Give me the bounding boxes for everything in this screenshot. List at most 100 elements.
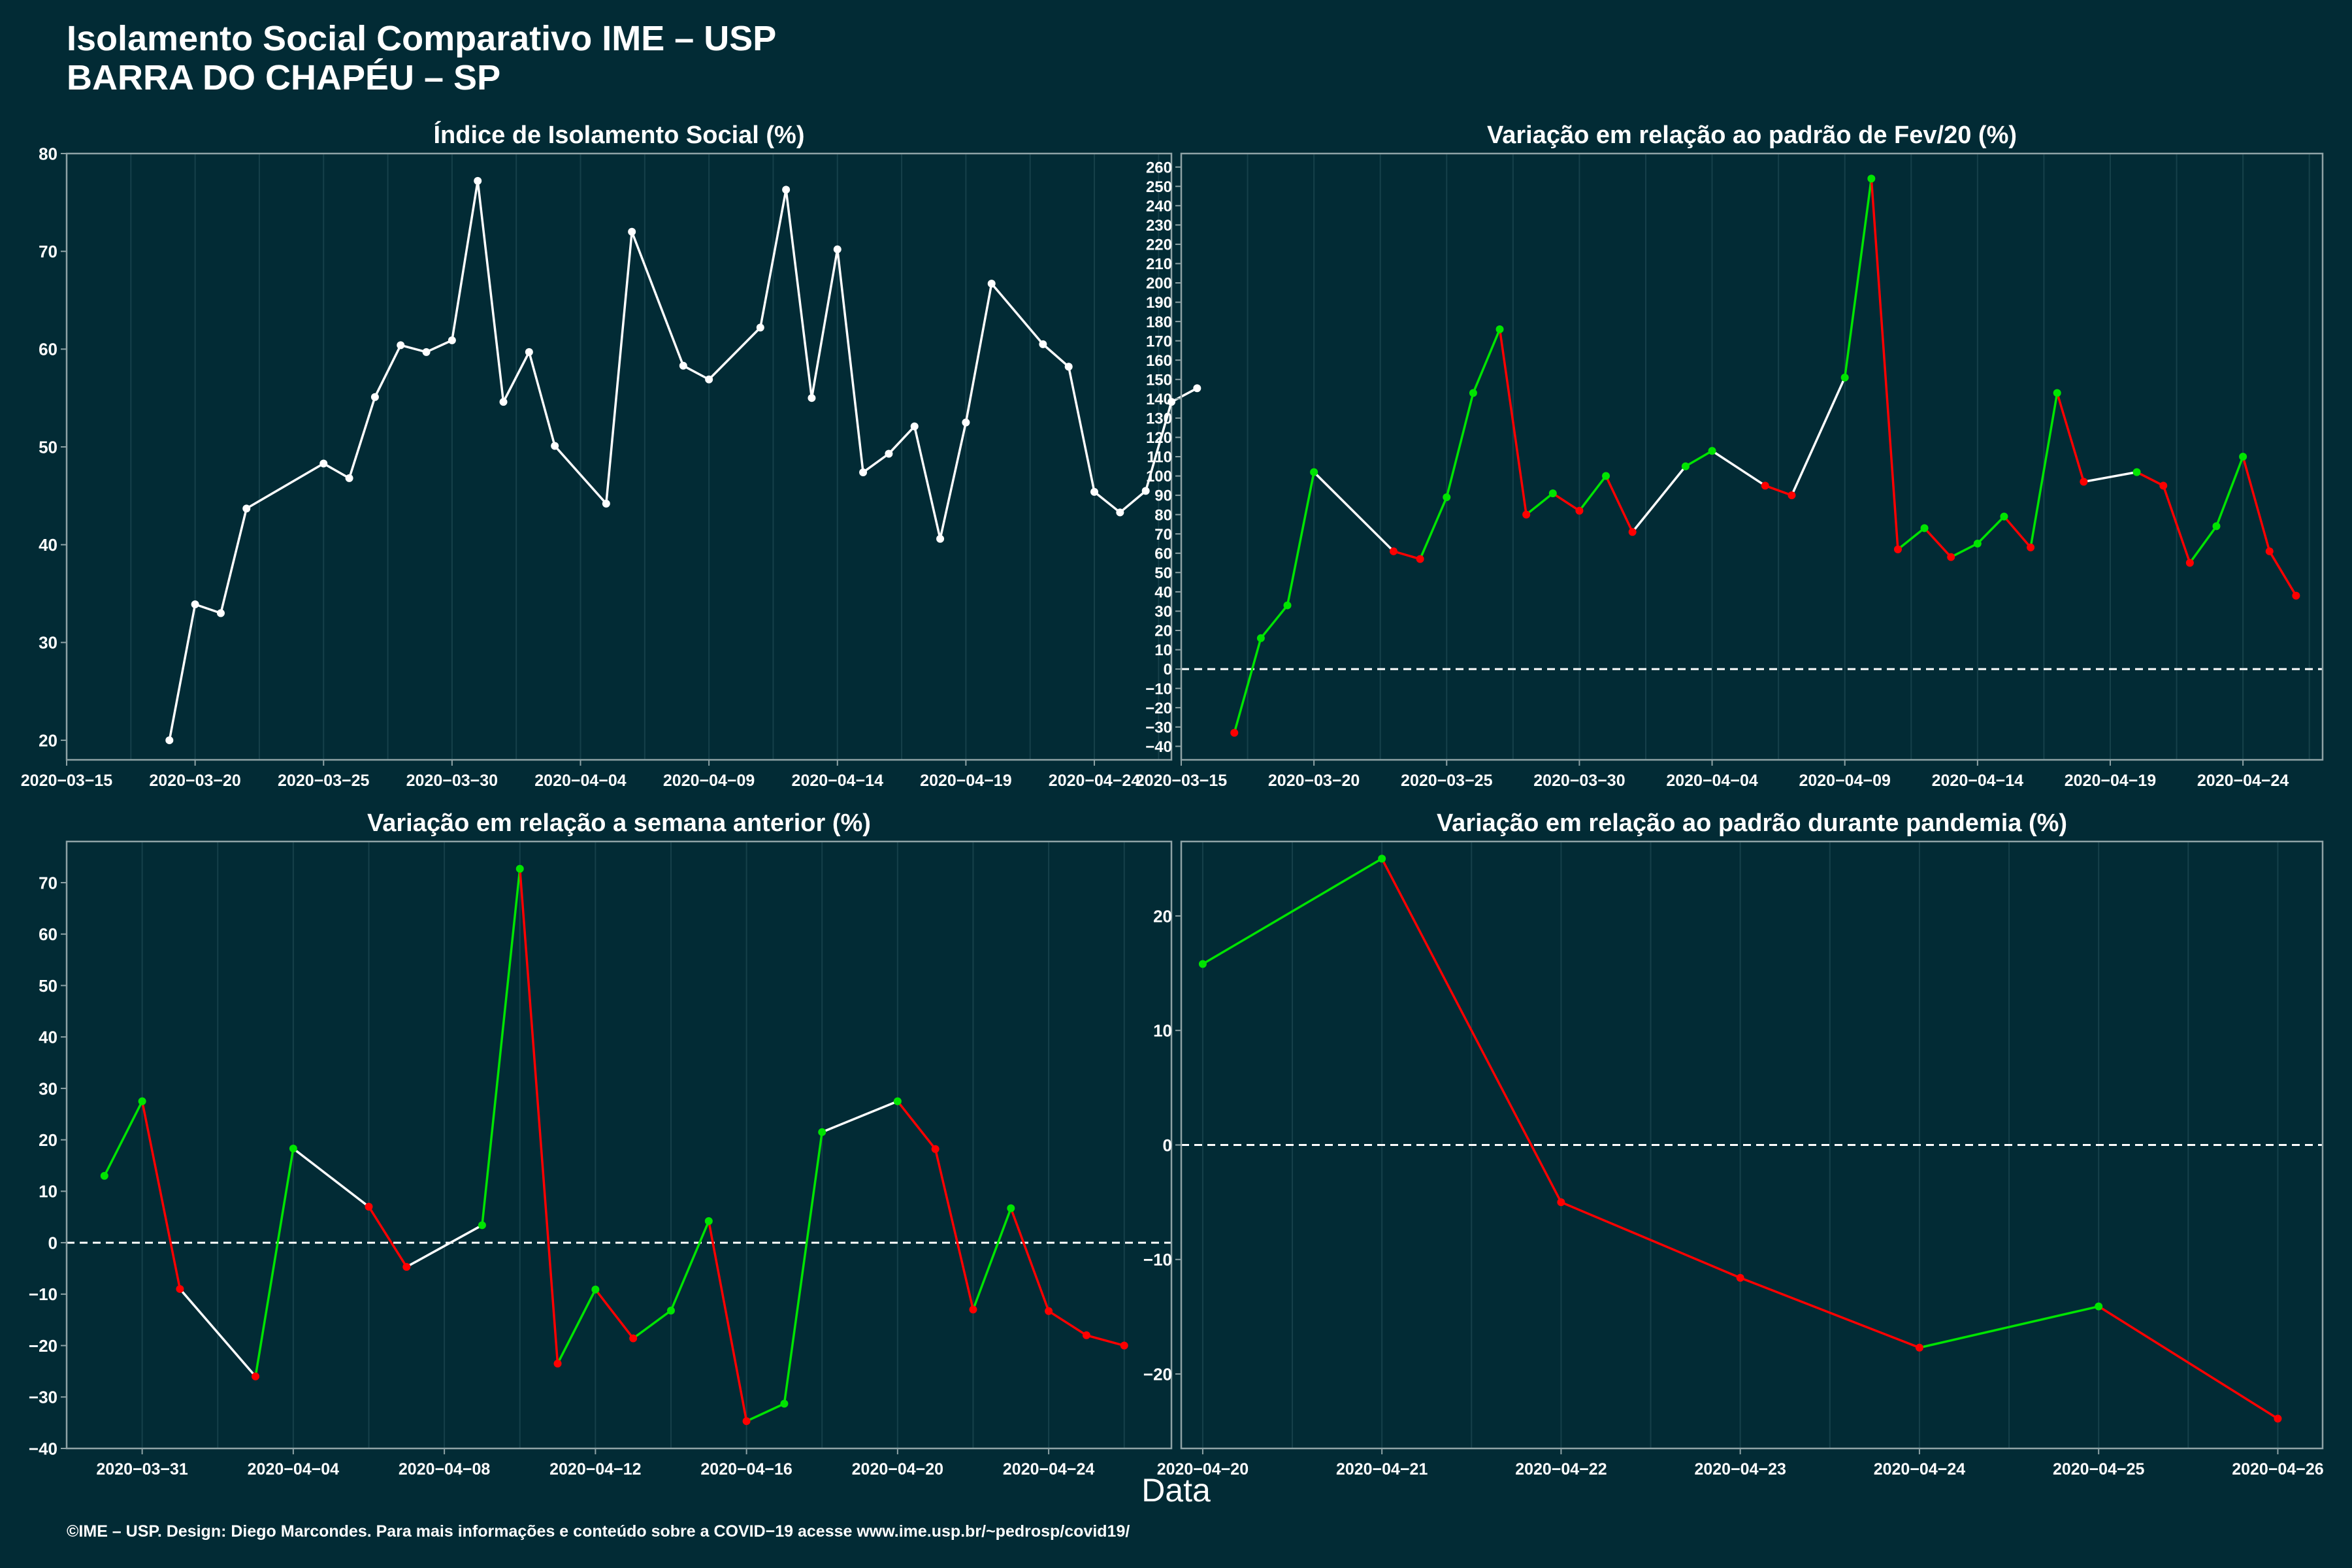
x-tick-label: 2020−04−04 bbox=[1666, 772, 1758, 790]
y-tick-label: −10 bbox=[1143, 1250, 1172, 1269]
data-point bbox=[756, 323, 764, 332]
data-point bbox=[289, 1145, 297, 1153]
x-tick-label: 2020−04−19 bbox=[2065, 772, 2156, 790]
x-tick-label: 2020−04−04 bbox=[248, 1460, 340, 1478]
y-tick-label: 80 bbox=[39, 144, 57, 163]
data-point bbox=[2185, 559, 2194, 567]
data-point bbox=[808, 394, 816, 402]
data-point bbox=[679, 361, 687, 370]
series-segment bbox=[1560, 1201, 1741, 1279]
data-point bbox=[478, 1221, 486, 1230]
x-tick-label: 2020−04−26 bbox=[2232, 1460, 2323, 1478]
data-point bbox=[2027, 543, 2035, 551]
data-point bbox=[2000, 512, 2008, 521]
data-point bbox=[365, 1202, 373, 1211]
y-tick-label: 160 bbox=[1146, 352, 1172, 370]
series-segment bbox=[1923, 527, 1952, 558]
y-tick-label: 50 bbox=[39, 437, 57, 457]
series-segment bbox=[2029, 393, 2059, 548]
plot-frame bbox=[65, 840, 1173, 1450]
y-tick-label: 110 bbox=[1147, 449, 1172, 466]
series-segment bbox=[972, 1207, 1012, 1311]
data-point bbox=[1495, 325, 1504, 333]
series-segment bbox=[179, 1288, 257, 1377]
series-segment bbox=[1790, 377, 1846, 496]
y-tick-label: 130 bbox=[1146, 410, 1172, 428]
y-tick-label: 200 bbox=[1146, 275, 1172, 293]
x-tick-label: 2020−04−16 bbox=[700, 1460, 792, 1478]
data-point bbox=[818, 1128, 826, 1136]
footer-credits: ©IME – USP. Design: Diego Marcondes. Par… bbox=[67, 1522, 1130, 1541]
series-segment bbox=[1552, 492, 1580, 512]
chart-panel-1: Índice de Isolamento Social (%)203040506… bbox=[21, 120, 1201, 790]
data-point bbox=[910, 422, 919, 431]
data-point bbox=[1193, 384, 1201, 393]
data-point bbox=[931, 1145, 939, 1153]
data-point bbox=[780, 1399, 789, 1408]
series-segment bbox=[400, 344, 427, 353]
series-segment bbox=[888, 425, 916, 455]
data-point bbox=[2239, 453, 2247, 461]
y-tick-label: 100 bbox=[1146, 468, 1172, 485]
series-segment bbox=[1919, 1305, 2099, 1349]
y-tick-label: 90 bbox=[1154, 487, 1172, 505]
data-point bbox=[100, 1171, 108, 1180]
y-tick-label: 170 bbox=[1146, 333, 1172, 350]
series-segment bbox=[1950, 542, 1978, 559]
series-segment bbox=[1711, 449, 1766, 487]
data-point bbox=[1007, 1204, 1015, 1213]
series-segment bbox=[103, 1100, 144, 1177]
series-segment bbox=[785, 189, 813, 399]
series-segment bbox=[556, 1288, 596, 1364]
data-point bbox=[1090, 487, 1099, 496]
series-segment bbox=[1286, 472, 1315, 606]
series-segment bbox=[1042, 343, 1070, 368]
x-tick-label: 2020−03−15 bbox=[1135, 772, 1228, 790]
series-segment bbox=[862, 453, 890, 474]
y-tick-label: 20 bbox=[1153, 906, 1172, 926]
series-segment bbox=[323, 462, 350, 480]
y-tick-label: 40 bbox=[39, 535, 57, 555]
data-point bbox=[191, 600, 199, 609]
y-tick-label: −40 bbox=[29, 1439, 57, 1458]
data-point bbox=[1168, 398, 1175, 406]
data-point bbox=[242, 504, 251, 513]
data-point bbox=[1390, 547, 1398, 555]
x-tick-label: 2020−03−20 bbox=[149, 772, 240, 790]
y-tick-label: 60 bbox=[1154, 545, 1172, 563]
data-point bbox=[1230, 728, 1239, 737]
y-tick-label: 190 bbox=[1146, 294, 1172, 312]
series-segment bbox=[1009, 1207, 1050, 1312]
x-tick-label: 2020−03−15 bbox=[21, 772, 113, 790]
y-tick-label: −40 bbox=[1145, 738, 1172, 756]
data-point bbox=[1788, 491, 1796, 500]
data-point bbox=[1416, 555, 1424, 563]
x-tick-label: 2020−04−04 bbox=[534, 772, 627, 790]
series-segment bbox=[406, 1224, 483, 1268]
y-tick-label: 50 bbox=[39, 976, 57, 996]
data-point bbox=[893, 1097, 902, 1105]
data-point bbox=[1947, 553, 1955, 561]
series-segment bbox=[348, 397, 376, 479]
data-point bbox=[1920, 524, 1929, 532]
series-segment bbox=[140, 1101, 182, 1290]
series-segment bbox=[682, 365, 710, 381]
data-point bbox=[1064, 363, 1073, 371]
chart-title: Índice de Isolamento Social (%) bbox=[433, 120, 804, 149]
data-point bbox=[1557, 1198, 1565, 1207]
data-point bbox=[1761, 482, 1769, 490]
series-segment bbox=[783, 1132, 823, 1404]
y-tick-label: 140 bbox=[1146, 391, 1172, 408]
series-segment bbox=[1897, 527, 1925, 551]
y-tick-label: 20 bbox=[1154, 623, 1172, 640]
y-tick-label: −10 bbox=[1145, 680, 1172, 698]
data-point bbox=[2095, 1302, 2103, 1311]
series-segment bbox=[254, 1148, 295, 1377]
chart-panel-3: Variação em relação a semana anterior (%… bbox=[29, 809, 1173, 1478]
y-tick-label: −20 bbox=[1143, 1364, 1172, 1384]
y-tick-label: 220 bbox=[1146, 237, 1172, 254]
data-point bbox=[1198, 960, 1207, 968]
data-point bbox=[216, 609, 225, 617]
series-segment bbox=[708, 1220, 748, 1422]
